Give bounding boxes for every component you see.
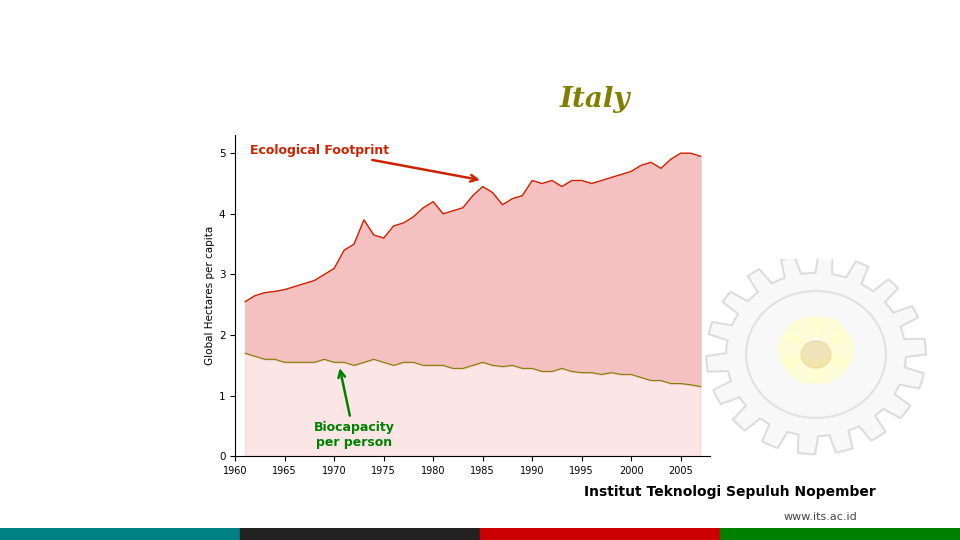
- Ellipse shape: [785, 317, 822, 343]
- Ellipse shape: [810, 356, 847, 383]
- Text: Biocapacity
per person: Biocapacity per person: [314, 371, 395, 449]
- Text: Italy: Italy: [560, 86, 631, 113]
- Text: www.its.ac.id: www.its.ac.id: [784, 512, 857, 522]
- Text: Institut Teknologi Sepuluh Nopember: Institut Teknologi Sepuluh Nopember: [584, 485, 876, 500]
- Ellipse shape: [779, 332, 804, 368]
- Y-axis label: Global Hectares per capita: Global Hectares per capita: [204, 226, 215, 365]
- Bar: [480, 528, 720, 540]
- Ellipse shape: [810, 317, 847, 343]
- Circle shape: [801, 341, 831, 368]
- Polygon shape: [707, 255, 925, 454]
- Bar: [720, 528, 960, 540]
- Ellipse shape: [828, 332, 853, 368]
- Ellipse shape: [785, 356, 822, 383]
- Text: Ecological Footprint: Ecological Footprint: [250, 144, 477, 181]
- Bar: [0, 528, 240, 540]
- Bar: [240, 528, 480, 540]
